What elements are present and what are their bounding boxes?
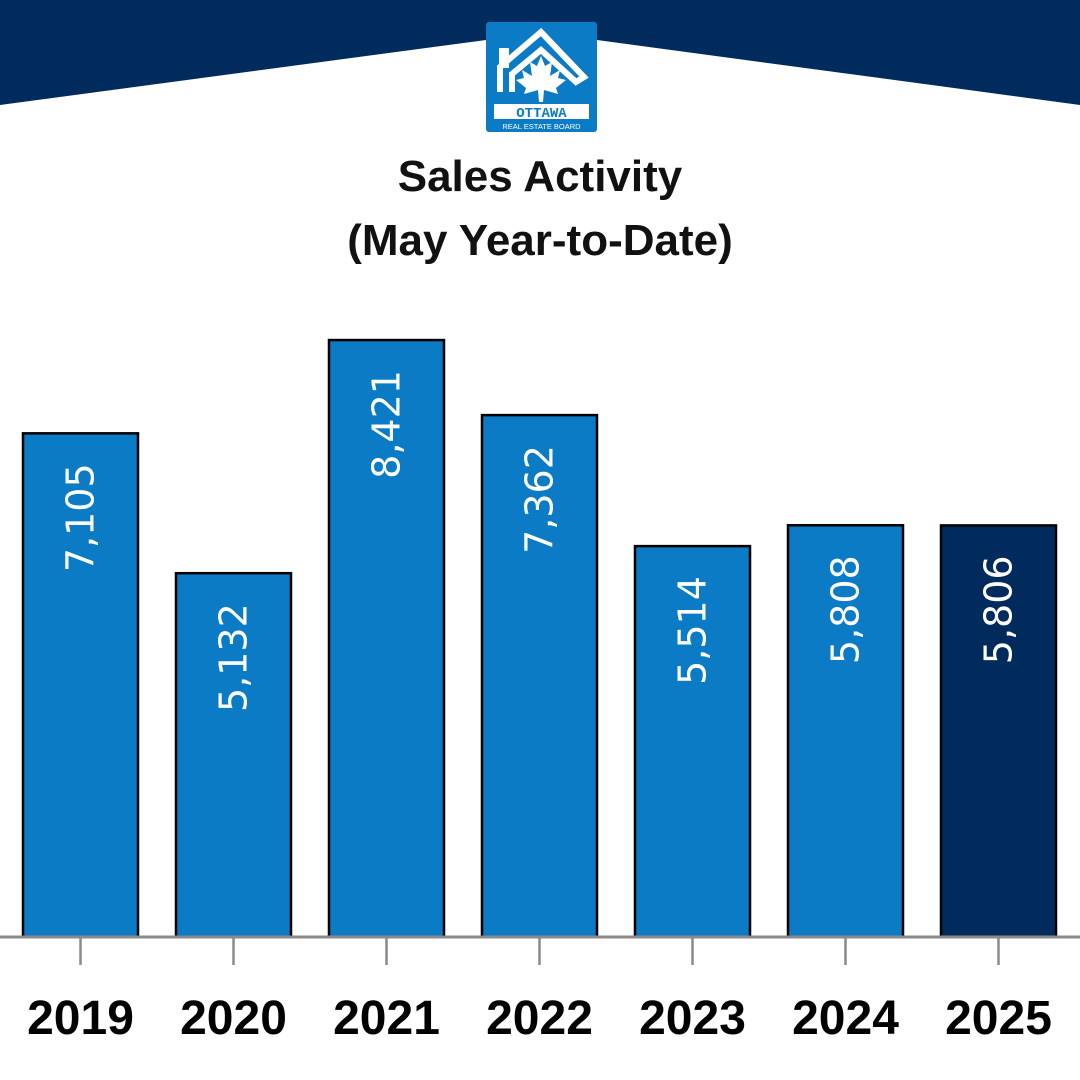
bar-2020 [174,571,293,939]
x-tick-label-2020: 2020 [180,992,287,1045]
data-label-2020: 5,132 [212,603,256,712]
chart-title: Sales Activity [397,152,683,201]
house-maple-leaf-icon: OTTAWA REAL ESTATE BOARD [494,27,589,131]
x-tick-label-2019: 2019 [27,992,134,1045]
svg-text:OTTAWA: OTTAWA [516,106,567,122]
bar-2024 [786,524,905,939]
x-tick-label-2024: 2024 [792,992,899,1045]
bar-2025 [939,524,1058,939]
ottawa-real-estate-board-logo: OTTAWA REAL ESTATE BOARD [486,22,597,132]
x-tick-label-2023: 2023 [639,992,746,1045]
bar-2023 [633,544,752,939]
data-label-2024: 5,808 [824,555,868,664]
header-banner [0,0,1080,105]
data-label-2025: 5,806 [977,555,1021,664]
data-label-2023: 5,514 [671,576,715,685]
bar-2021 [327,338,446,939]
roof-shape [0,0,1080,105]
x-tick-label-2022: 2022 [486,992,593,1045]
data-label-2022: 7,362 [518,445,562,554]
data-label-2021: 8,421 [365,370,409,479]
data-label-2019: 7,105 [59,463,103,572]
svg-text:REAL ESTATE BOARD: REAL ESTATE BOARD [502,122,581,131]
bar-2019 [21,432,140,939]
x-tick-label-2021: 2021 [333,992,440,1045]
bar-2022 [480,413,599,939]
chart-subtitle: (May Year-to-Date) [347,216,733,265]
x-tick-label-2025: 2025 [945,992,1052,1045]
